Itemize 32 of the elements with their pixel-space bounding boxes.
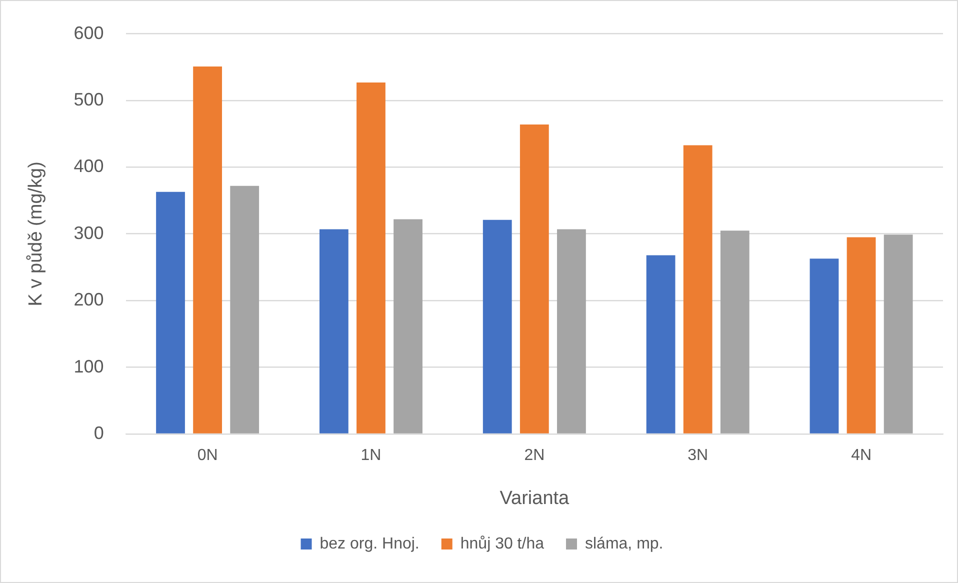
y-tick-label: 0 bbox=[94, 422, 104, 443]
bar bbox=[720, 230, 750, 434]
x-tick-label: 3N bbox=[688, 447, 708, 464]
bar bbox=[482, 220, 512, 434]
bar bbox=[884, 234, 913, 434]
y-axis-title: K v půdě (mg/kg) bbox=[26, 162, 47, 306]
y-tick-label: 200 bbox=[74, 290, 104, 310]
x-tick-label: 4N bbox=[851, 447, 872, 464]
bar bbox=[520, 124, 549, 434]
legend-label: bez org. Hnoj. bbox=[320, 535, 420, 552]
bar bbox=[230, 186, 260, 434]
bar bbox=[683, 145, 712, 434]
y-tick-label: 500 bbox=[74, 89, 104, 110]
x-tick-label: 1N bbox=[360, 447, 382, 464]
bar bbox=[156, 192, 185, 434]
x-tick-label: 2N bbox=[524, 447, 545, 464]
x-tick-label: 0N bbox=[197, 447, 218, 464]
bar bbox=[810, 258, 839, 434]
bar bbox=[319, 229, 348, 434]
bar bbox=[356, 82, 386, 434]
bar bbox=[193, 66, 222, 434]
bar bbox=[646, 255, 676, 434]
y-tick-label: 400 bbox=[74, 156, 104, 176]
y-tick-label: 100 bbox=[74, 356, 104, 376]
y-tick-label: 300 bbox=[74, 222, 104, 243]
y-tick-label: 600 bbox=[74, 22, 104, 43]
x-axis-title: Varianta bbox=[500, 488, 570, 509]
legend-label: sláma, mp. bbox=[584, 535, 664, 552]
bar bbox=[846, 237, 876, 434]
legend-label: hnůj 30 t/ha bbox=[460, 535, 544, 552]
bar bbox=[557, 229, 586, 434]
bar bbox=[394, 219, 422, 434]
